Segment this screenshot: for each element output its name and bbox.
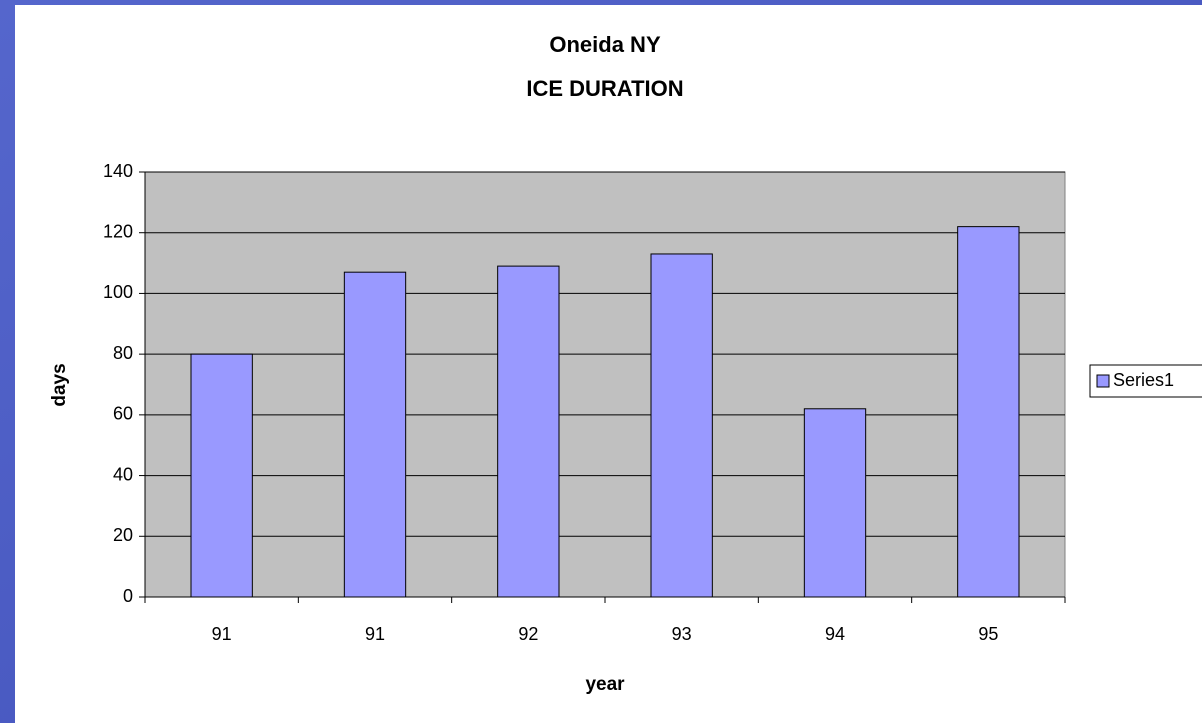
y-tick-label: 140 xyxy=(103,161,133,181)
y-tick-label: 120 xyxy=(103,221,133,241)
x-tick-label: 93 xyxy=(672,624,692,644)
x-tick-label: 91 xyxy=(365,624,385,644)
axes: 0 20 40 60 80 100 120 140 91 91 92 93 94 95 xyxy=(103,161,1066,644)
chart-title: Oneida NY xyxy=(549,32,661,57)
y-tick-label: 80 xyxy=(113,343,133,363)
bar xyxy=(650,253,713,598)
bar xyxy=(343,271,407,598)
bar xyxy=(190,353,253,598)
y-tick-label: 0 xyxy=(123,586,133,606)
chart-subtitle: ICE DURATION xyxy=(526,76,683,101)
x-axis-label: year xyxy=(585,674,625,695)
grid xyxy=(145,171,1065,598)
y-tick-label: 40 xyxy=(113,464,133,484)
y-axis-label: days xyxy=(49,363,70,406)
x-tick-label: 95 xyxy=(978,624,998,644)
x-tick-label: 91 xyxy=(212,624,232,644)
legend-swatch xyxy=(1096,374,1110,388)
x-tick-label: 92 xyxy=(518,624,538,644)
bar xyxy=(803,408,867,598)
y-tick-label: 100 xyxy=(103,282,133,302)
y-tick-label: 20 xyxy=(113,525,133,545)
y-tick-label: 60 xyxy=(113,404,133,424)
legend-label: Series1 xyxy=(1113,370,1174,390)
x-tick-label: 94 xyxy=(825,624,845,644)
plot-area xyxy=(144,171,1066,598)
bars xyxy=(190,226,1020,598)
bar xyxy=(497,265,560,598)
legend: Series1 xyxy=(1096,370,1174,390)
bar xyxy=(957,226,1020,598)
